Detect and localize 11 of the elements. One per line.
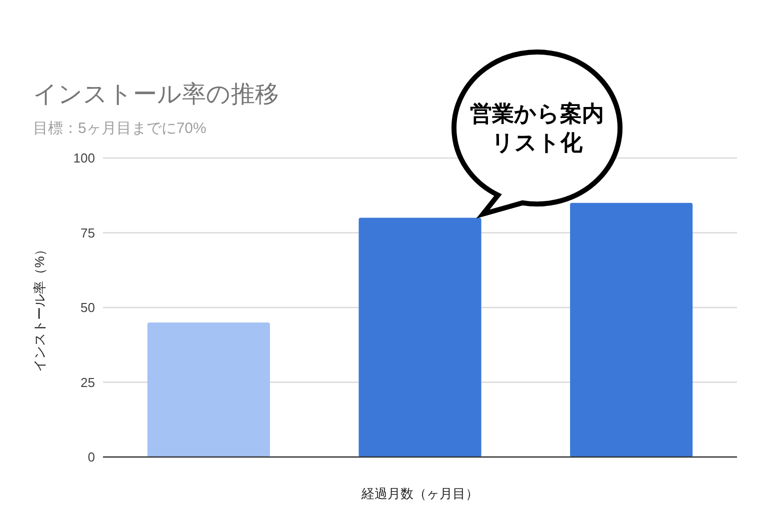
text: 営業から案内 [470,101,604,126]
x-axis-title: 経過月数（ヶ月目） [360,486,478,501]
text: リスト化 [492,130,584,155]
y-tick-label: 0 [88,450,95,464]
y-tick-label: 25 [80,374,95,390]
y-axis-title: インストール率（%） [32,243,47,372]
chart-title: インストール率の推移 [33,81,279,108]
y-tick-label: 100 [73,150,95,166]
y-tick-label: 50 [80,300,95,315]
y-tick-label: 75 [80,225,95,240]
chart-subtitle: 目標：5ヶ月目までに70% [33,120,206,137]
